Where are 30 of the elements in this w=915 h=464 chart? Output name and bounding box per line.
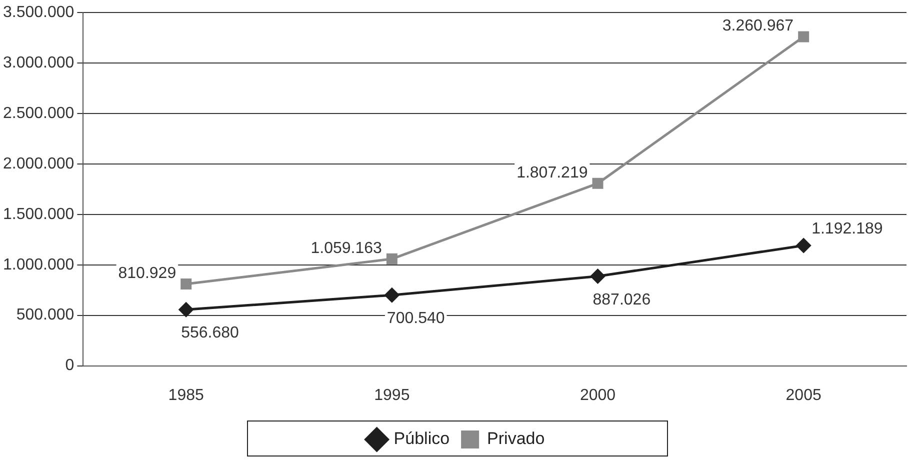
point	[386, 253, 398, 264]
point	[384, 288, 400, 302]
point	[590, 269, 606, 284]
y-tick-label: 500.000	[16, 306, 74, 324]
x-tick-label: 1995	[374, 386, 410, 404]
point	[798, 31, 810, 42]
data-label: 3.260.967	[722, 18, 794, 35]
point	[178, 302, 194, 317]
y-tick-label: 1.000.000	[2, 256, 74, 274]
data-label: 1.059.163	[310, 240, 382, 257]
y-tick-label: 2.500.000	[2, 104, 74, 122]
point	[796, 238, 811, 253]
x-tick-label: 2005	[786, 386, 822, 404]
data-label: 1.807.219	[516, 164, 588, 182]
legend-label: Público	[394, 429, 450, 448]
y-tick-label: 3.500.000	[2, 4, 74, 22]
y-tick-label: 1.500.000	[2, 206, 74, 223]
data-label: 556.680	[181, 324, 240, 342]
legend-label: Privado	[487, 429, 545, 448]
data-label: 887.026	[592, 291, 651, 308]
data-label: 1.192.189	[812, 220, 883, 238]
data-label: 810.929	[118, 264, 176, 282]
y-tick-label: 2.000.000	[2, 155, 74, 172]
x-tick-label: 2000	[580, 386, 616, 404]
point	[180, 278, 192, 290]
data-label: 700.540	[386, 310, 445, 328]
x-tick-label: 1985	[168, 386, 204, 404]
y-tick-label: 3.000.000	[2, 54, 74, 72]
y-tick-label: 0	[65, 357, 74, 374]
point	[592, 178, 604, 189]
